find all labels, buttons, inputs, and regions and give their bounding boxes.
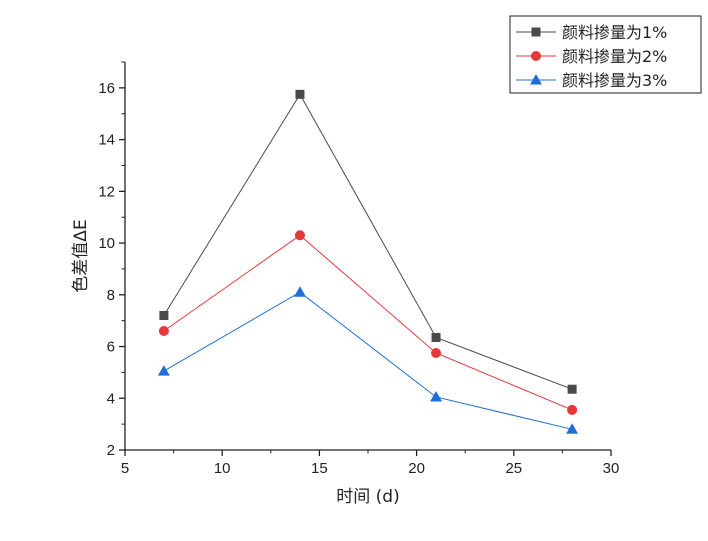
x-axis-title: 时间 (d) xyxy=(336,487,399,507)
x-tick-label: 15 xyxy=(311,460,328,477)
legend-marker xyxy=(530,74,542,85)
series-line-2 xyxy=(163,234,573,411)
data-point-series-3 xyxy=(157,365,170,376)
legend-marker xyxy=(531,27,541,37)
y-tick-label: 6 xyxy=(107,339,115,356)
y-tick-label: 4 xyxy=(107,390,115,407)
data-point-series-1 xyxy=(567,384,577,394)
y-axis-title: 色差值ΔE xyxy=(71,219,91,292)
y-tick-label: 10 xyxy=(98,235,115,252)
legend: 颜料掺量为1% 颜料掺量为2% 颜料掺量为3% xyxy=(509,15,702,94)
data-point-series-2 xyxy=(158,326,169,337)
series-line-3 xyxy=(163,291,573,430)
y-tick-label: 8 xyxy=(107,287,115,304)
x-tick-label: 25 xyxy=(505,460,522,477)
x-tick-label: 5 xyxy=(121,460,129,477)
y-tick-label: 16 xyxy=(98,80,115,97)
data-point-series-3 xyxy=(566,423,579,434)
x-tick-label: 30 xyxy=(603,460,620,477)
series-line-1 xyxy=(163,93,573,390)
data-point-series-3 xyxy=(293,286,306,297)
y-tick-label: 12 xyxy=(98,183,115,200)
data-point-series-1 xyxy=(431,332,441,342)
data-point-series-2 xyxy=(431,348,442,358)
x-tick-label: 20 xyxy=(408,460,425,477)
axes xyxy=(124,62,611,451)
series-layer xyxy=(157,89,579,434)
data-point-series-2 xyxy=(567,404,578,415)
data-point-series-1 xyxy=(159,310,169,320)
x-ticks: 5 10 15 20 25 30 xyxy=(121,450,620,477)
legend-label: 颜料掺量为1% xyxy=(562,23,667,42)
legend-label: 颜料掺量为2% xyxy=(562,47,667,66)
y-ticks: 2 4 6 8 10 12 14 16 xyxy=(98,61,125,459)
data-point-series-1 xyxy=(295,89,305,99)
x-tick-label: 10 xyxy=(214,460,231,477)
legend-marker xyxy=(531,51,541,61)
y-tick-label: 14 xyxy=(98,132,115,149)
data-point-series-2 xyxy=(294,230,305,241)
data-point-series-3 xyxy=(430,390,443,402)
y-tick-label: 2 xyxy=(107,442,115,459)
legend-label: 颜料掺量为3% xyxy=(562,71,667,90)
